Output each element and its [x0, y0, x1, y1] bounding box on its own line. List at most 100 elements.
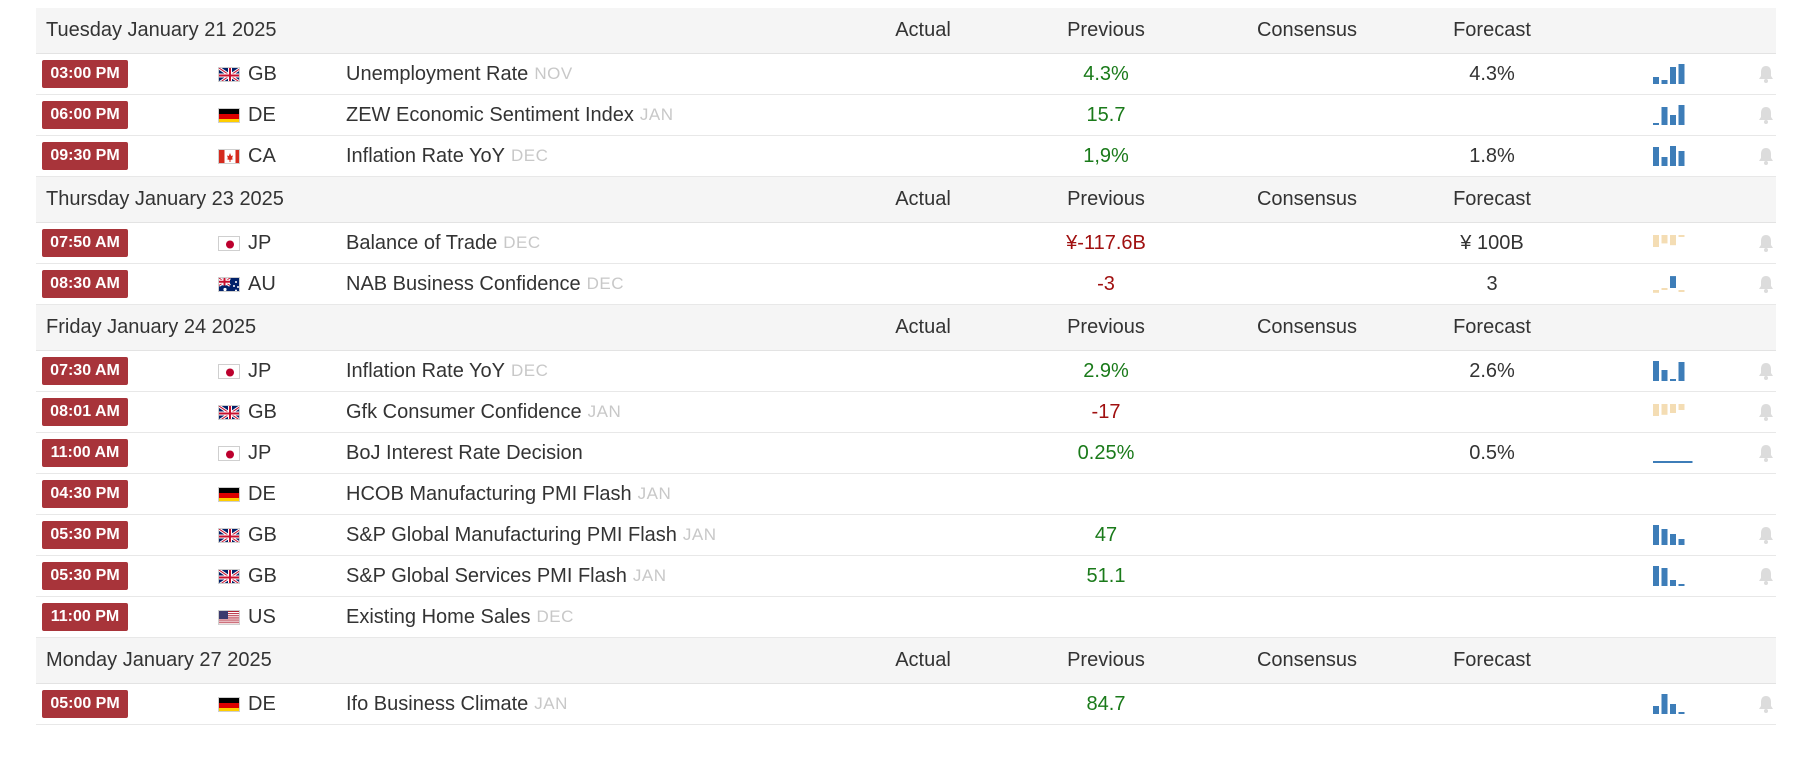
- sparkline-cell[interactable]: [1653, 54, 1713, 94]
- column-header-consensus[interactable]: Consensus: [1256, 649, 1358, 671]
- event-row[interactable]: 09:30 PM CA Inflation Rate YoY DEC 1,9% 1.8%: [36, 136, 1776, 177]
- event-name-link[interactable]: S&P Global Manufacturing PMI Flash: [346, 523, 677, 546]
- event-cell[interactable]: ZEW Economic Sentiment Index JAN: [346, 95, 674, 135]
- bell-icon[interactable]: [1752, 264, 1780, 304]
- event-row[interactable]: 08:30 AM AU NAB Business Confidence DEC -3 3: [36, 264, 1776, 305]
- event-name-link[interactable]: Inflation Rate YoY: [346, 144, 506, 167]
- event-name-link[interactable]: Unemployment Rate: [346, 62, 529, 85]
- event-cell[interactable]: S&P Global Manufacturing PMI Flash JAN: [346, 515, 717, 555]
- sparkline-cell[interactable]: [1653, 474, 1713, 514]
- bell-icon[interactable]: [1752, 433, 1780, 473]
- event-cell[interactable]: BoJ Interest Rate Decision: [346, 433, 583, 473]
- event-name-link[interactable]: Gfk Consumer Confidence: [346, 400, 582, 423]
- event-name-link[interactable]: ZEW Economic Sentiment Index: [346, 103, 634, 126]
- event-name-link[interactable]: BoJ Interest Rate Decision: [346, 441, 583, 464]
- sparkline-cell[interactable]: [1653, 597, 1713, 637]
- country-cell[interactable]: GB: [218, 556, 277, 596]
- bell-icon[interactable]: [1752, 556, 1780, 596]
- sparkline-bar: [1661, 107, 1668, 125]
- event-name-link[interactable]: HCOB Manufacturing PMI Flash: [346, 482, 632, 505]
- event-cell[interactable]: Inflation Rate YoY DEC: [346, 351, 548, 391]
- event-row[interactable]: 07:30 AM JP Inflation Rate YoY DEC 2.9% 2.6%: [36, 351, 1776, 392]
- country-cell[interactable]: JP: [218, 433, 271, 473]
- event-name-link[interactable]: Inflation Rate YoY: [346, 359, 506, 382]
- event-name-link[interactable]: Ifo Business Climate: [346, 692, 529, 715]
- event-row[interactable]: 08:01 AM GB Gfk Consumer Confidence JAN -17: [36, 392, 1776, 433]
- country-cell[interactable]: JP: [218, 351, 271, 391]
- bell-icon[interactable]: [1752, 684, 1780, 724]
- previous-value: 1,9%: [1083, 144, 1129, 167]
- sparkline-cell[interactable]: [1653, 684, 1713, 724]
- column-header-previous[interactable]: Previous: [1067, 19, 1145, 41]
- event-cell[interactable]: Inflation Rate YoY DEC: [346, 136, 548, 176]
- bell-icon[interactable]: [1752, 54, 1780, 94]
- event-row[interactable]: 11:00 PM US Existing Home Sales DEC: [36, 597, 1776, 638]
- event-name-link[interactable]: NAB Business Confidence: [346, 272, 581, 295]
- event-name-link[interactable]: Balance of Trade: [346, 231, 498, 254]
- bell-icon[interactable]: [1752, 95, 1780, 135]
- event-cell[interactable]: HCOB Manufacturing PMI Flash JAN: [346, 474, 671, 514]
- country-code: GB: [248, 62, 277, 85]
- column-header-consensus[interactable]: Consensus: [1256, 316, 1358, 338]
- column-header-actual[interactable]: Actual: [895, 316, 951, 338]
- event-cell[interactable]: S&P Global Services PMI Flash JAN: [346, 556, 666, 596]
- sparkline-cell[interactable]: [1653, 392, 1713, 432]
- event-cell[interactable]: Unemployment Rate NOV: [346, 54, 573, 94]
- event-cell[interactable]: Existing Home Sales DEC: [346, 597, 574, 637]
- forecast-value: [1409, 597, 1575, 637]
- country-cell[interactable]: GB: [218, 515, 277, 555]
- bell-icon[interactable]: [1752, 392, 1780, 432]
- event-name-link[interactable]: Existing Home Sales: [346, 605, 531, 628]
- column-header-previous[interactable]: Previous: [1067, 316, 1145, 338]
- event-row[interactable]: 05:30 PM GB S&P Global Services PMI Flash J…: [36, 556, 1776, 597]
- sparkline-cell[interactable]: [1653, 351, 1713, 391]
- sparkline-cell[interactable]: [1653, 136, 1713, 176]
- column-header-actual[interactable]: Actual: [895, 649, 951, 671]
- event-row[interactable]: 07:50 AM JP Balance of Trade DEC ¥-117.6B ¥ 1…: [36, 223, 1776, 264]
- bell-icon[interactable]: [1752, 136, 1780, 176]
- country-cell[interactable]: GB: [218, 54, 277, 94]
- country-cell[interactable]: DE: [218, 474, 276, 514]
- sparkline-cell[interactable]: [1653, 433, 1713, 473]
- bell-icon[interactable]: [1752, 515, 1780, 555]
- sparkline-cell[interactable]: [1653, 223, 1713, 263]
- event-row[interactable]: 05:30 PM GB S&P Global Manufacturing PMI F…: [36, 515, 1776, 556]
- event-cell[interactable]: NAB Business Confidence DEC: [346, 264, 624, 304]
- event-cell[interactable]: Balance of Trade DEC: [346, 223, 541, 263]
- column-header-actual[interactable]: Actual: [895, 188, 951, 210]
- column-header-forecast[interactable]: Forecast: [1453, 649, 1531, 671]
- column-header-actual[interactable]: Actual: [895, 19, 951, 41]
- column-header-forecast[interactable]: Forecast: [1453, 188, 1531, 210]
- event-name-link[interactable]: S&P Global Services PMI Flash: [346, 564, 627, 587]
- sparkline-cell[interactable]: [1653, 264, 1713, 304]
- event-row[interactable]: 06:00 PM DE ZEW Economic Sentiment Index JA…: [36, 95, 1776, 136]
- bell-icon[interactable]: [1752, 351, 1780, 391]
- country-cell[interactable]: GB: [218, 392, 277, 432]
- event-row[interactable]: 05:00 PM DE Ifo Business Climate JAN 84.7: [36, 684, 1776, 725]
- country-cell[interactable]: US: [218, 597, 276, 637]
- event-row[interactable]: 04:30 PM DE HCOB Manufacturing PMI Flash JA…: [36, 474, 1776, 515]
- sparkline-bar: [1678, 404, 1685, 410]
- column-header-forecast[interactable]: Forecast: [1453, 316, 1531, 338]
- sparkline-cell[interactable]: [1653, 556, 1713, 596]
- bell-icon[interactable]: [1752, 223, 1780, 263]
- sparkline-cell[interactable]: [1653, 515, 1713, 555]
- sparkline-cell[interactable]: [1653, 95, 1713, 135]
- column-header-consensus[interactable]: Consensus: [1256, 19, 1358, 41]
- country-cell[interactable]: DE: [218, 95, 276, 135]
- sparkline-bar: [1670, 67, 1676, 84]
- country-cell[interactable]: DE: [218, 684, 276, 724]
- country-cell[interactable]: CA: [218, 136, 276, 176]
- event-cell[interactable]: Ifo Business Climate JAN: [346, 684, 568, 724]
- forecast-value: 3: [1486, 272, 1498, 295]
- column-header-previous[interactable]: Previous: [1067, 188, 1145, 210]
- event-row[interactable]: 11:00 AM JP BoJ Interest Rate Decision 0.25…: [36, 433, 1776, 474]
- column-header-forecast[interactable]: Forecast: [1453, 19, 1531, 41]
- country-cell[interactable]: AU: [218, 264, 276, 304]
- event-cell[interactable]: Gfk Consumer Confidence JAN: [346, 392, 621, 432]
- event-row[interactable]: 03:00 PM GB Unemployment Rate NOV 4.3% 4.3%: [36, 54, 1776, 95]
- time-cell: 07:30 AM: [42, 351, 128, 391]
- country-cell[interactable]: JP: [218, 223, 271, 263]
- column-header-consensus[interactable]: Consensus: [1256, 188, 1358, 210]
- column-header-previous[interactable]: Previous: [1067, 649, 1145, 671]
